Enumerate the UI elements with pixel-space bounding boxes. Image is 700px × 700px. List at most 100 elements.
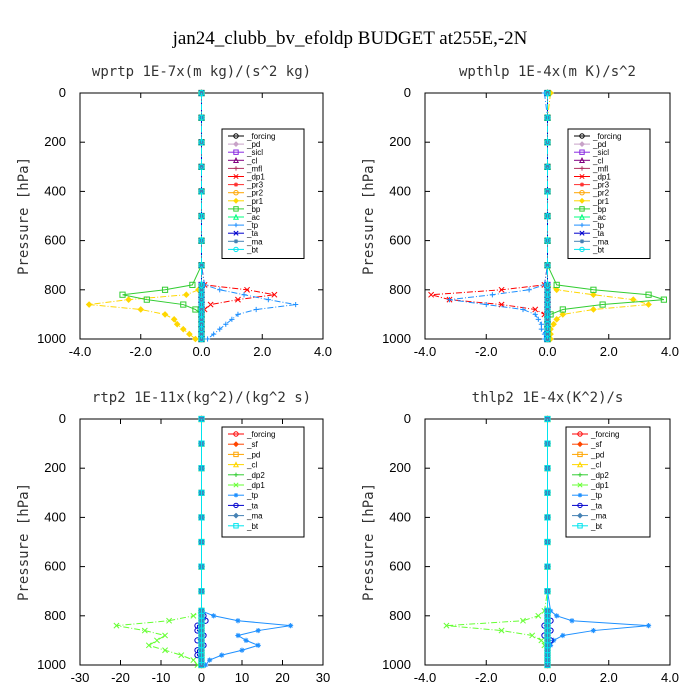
legend-label: _dp1 [246, 481, 265, 490]
legend-label: _ma [590, 512, 607, 521]
legend-entry: _ta [574, 229, 605, 238]
x-tick-label: 10 [235, 670, 249, 685]
data-point [544, 588, 551, 595]
legend-label: _forcing [246, 430, 275, 439]
legend: _forcing_sf_pd _cl_dp2_dp1_tp_ta _ma_bt [221, 426, 305, 538]
legend-entry: _ta [228, 229, 259, 238]
legend-label: _mfl [246, 164, 262, 173]
legend-entry: _pr1 [228, 197, 264, 206]
data-point [198, 465, 205, 472]
legend-entry: _forcing [572, 430, 619, 439]
legend-marker [233, 246, 239, 253]
legend-entry: _ma [228, 512, 263, 521]
x-tick-label: -20 [111, 670, 130, 685]
y-tick-label: 0 [59, 411, 66, 426]
data-point [538, 321, 544, 327]
legend-label: _pd [590, 450, 604, 459]
data-point [190, 612, 197, 619]
series-bt [198, 89, 205, 343]
legend-marker [579, 246, 585, 253]
legend-entry: _pd [228, 140, 260, 149]
panels: wprtp 1E-7x(m kg)/(s^2 kg) Pressure [hPa]… [16, 64, 679, 685]
data-point [239, 647, 245, 653]
legend-marker [579, 166, 585, 171]
data-point [198, 563, 205, 570]
data-point [645, 301, 652, 308]
legend-label: _dp2 [246, 471, 265, 480]
y-tick-label: 600 [44, 559, 66, 574]
data-point [526, 287, 532, 293]
legend-label: _sf [246, 440, 258, 449]
y-tick-label: 800 [389, 608, 411, 623]
y-tick-label: 800 [389, 282, 411, 297]
y-axis-label: Pressure [hPa] [361, 483, 377, 601]
data-point [141, 627, 148, 634]
legend-entry: _dp1 [228, 173, 265, 182]
data-point [544, 538, 551, 546]
legend-label: _sicl [246, 148, 263, 157]
series-pr1 [85, 89, 205, 343]
x-tick-label: -4.0 [69, 344, 91, 359]
y-tick-label: 200 [44, 460, 66, 475]
legend-label: _ta [592, 229, 605, 238]
data-point [544, 514, 551, 521]
data-point [483, 301, 489, 308]
data-point [173, 320, 181, 328]
legend-label: _pr3 [246, 181, 264, 190]
legend-label: _pr3 [592, 181, 610, 190]
data-point [192, 335, 199, 343]
data-point [198, 514, 205, 521]
data-point [590, 306, 597, 313]
legend-entry: _sf [228, 440, 258, 449]
data-point [544, 262, 551, 269]
data-point [544, 89, 551, 97]
legend-entry: _pd [572, 450, 604, 459]
data-point [161, 311, 169, 318]
data-point [520, 306, 526, 313]
data-point [293, 301, 299, 308]
legend-marker [233, 173, 239, 180]
data-point [153, 637, 160, 644]
legend-entry: _pr2 [574, 189, 610, 198]
legend-marker [577, 472, 583, 477]
data-point [229, 316, 235, 322]
legend-marker [233, 482, 239, 488]
data-point [544, 306, 551, 313]
legend-marker [233, 441, 239, 448]
legend-label: _pr2 [246, 189, 264, 198]
data-point [198, 139, 205, 146]
legend-label: _ac [246, 213, 260, 222]
data-point [645, 623, 652, 629]
x-tick-label: 30 [316, 670, 330, 685]
legend-entry: _dp2 [228, 471, 265, 480]
legend-entry: _dp1 [228, 481, 265, 490]
legend-marker [577, 451, 583, 458]
data-point [211, 613, 217, 619]
legend-marker [233, 230, 239, 236]
legend-entry: _tp [228, 221, 259, 230]
legend-marker [233, 502, 239, 509]
legend-entry: _cl [574, 156, 603, 165]
legend-marker [233, 222, 239, 228]
legend-entry: _cl [228, 156, 257, 165]
data-point [235, 618, 241, 624]
data-point [217, 287, 223, 293]
data-point [198, 440, 205, 447]
data-point [137, 306, 145, 313]
legend-entry: _mfl [574, 164, 608, 173]
legend-label: _pd [246, 140, 260, 149]
legend-entry: _sicl [574, 148, 609, 157]
legend-marker [577, 523, 583, 529]
y-tick-label: 600 [389, 233, 411, 248]
legend-label: _ta [246, 229, 259, 238]
legend-label: _dp1 [592, 173, 611, 182]
legend-marker [577, 502, 583, 509]
data-point [179, 325, 187, 333]
data-point [535, 612, 542, 619]
legend-marker [579, 239, 585, 244]
legend-label: _forcing [592, 132, 621, 141]
legend-label: _tp [246, 491, 259, 500]
data-point [544, 331, 551, 337]
legend-marker [233, 431, 239, 437]
y-tick-label: 800 [44, 608, 66, 623]
